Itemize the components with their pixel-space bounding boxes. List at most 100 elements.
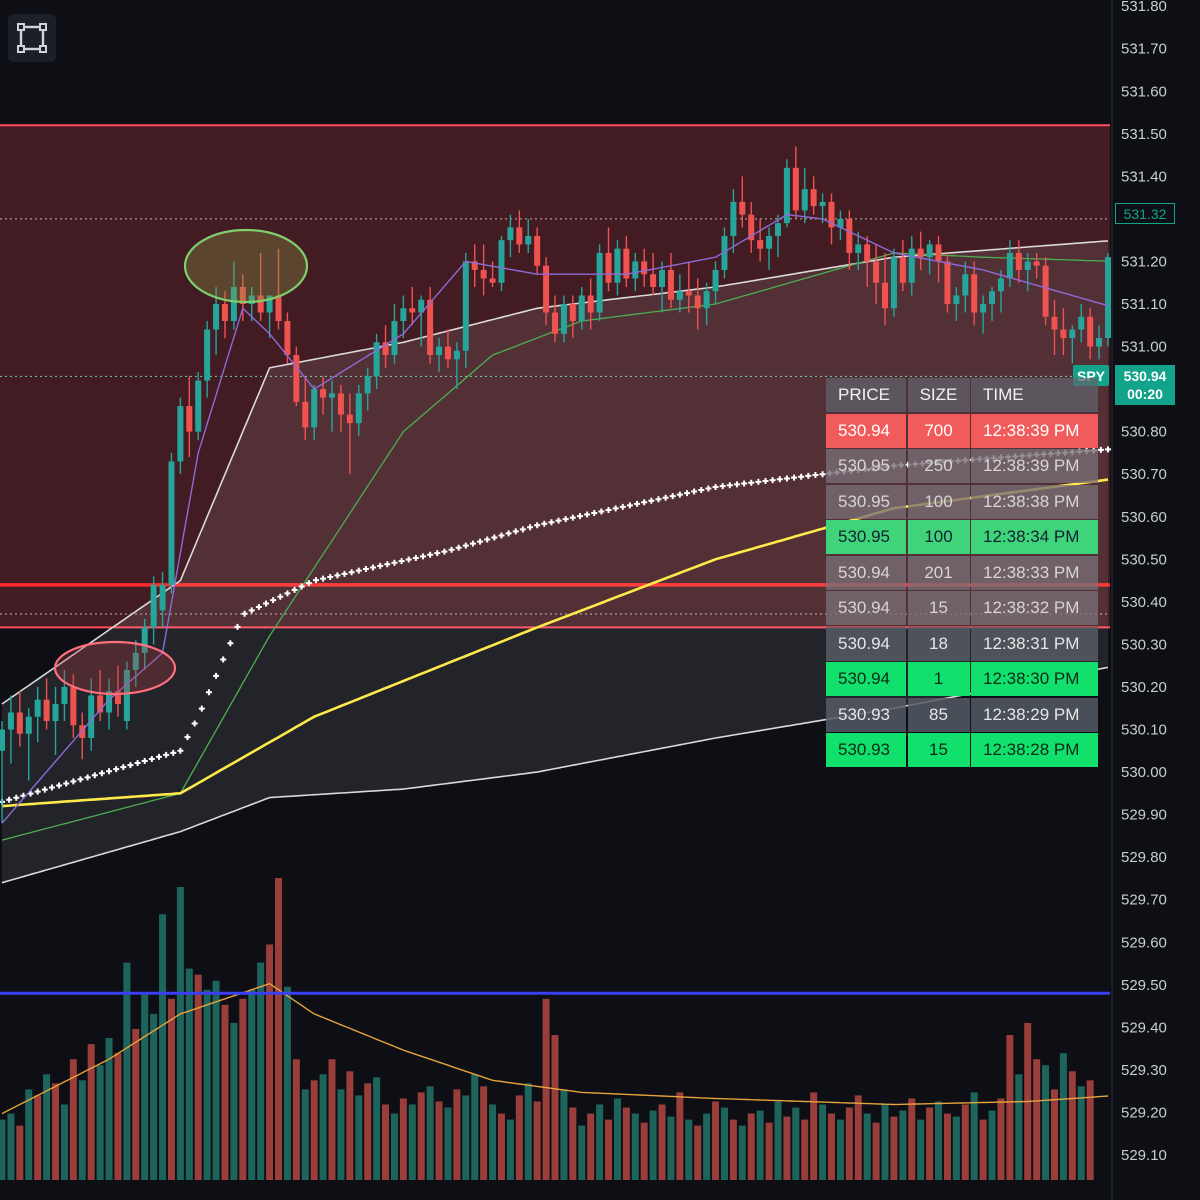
candle-body bbox=[543, 265, 550, 313]
volume-bar bbox=[310, 1080, 318, 1180]
trade-size: 18 bbox=[907, 626, 970, 661]
volume-bar bbox=[1077, 1086, 1085, 1180]
volume-bar bbox=[1042, 1065, 1050, 1180]
y-axis-label: 531.80 bbox=[1121, 0, 1167, 15]
trade-size: 15 bbox=[907, 733, 970, 767]
candle-body bbox=[882, 282, 889, 309]
trade-time: 12:38:29 PM bbox=[971, 697, 1098, 732]
y-axis-label: 530.20 bbox=[1121, 679, 1167, 696]
trade-size: 1 bbox=[907, 662, 970, 696]
candle-body bbox=[1015, 252, 1022, 270]
candle-body bbox=[792, 167, 799, 211]
dotted-vwap-marker bbox=[155, 753, 162, 760]
candle-body bbox=[703, 291, 710, 309]
candle-body bbox=[694, 295, 701, 309]
candle-body bbox=[507, 227, 514, 241]
dotted-vwap-marker bbox=[320, 575, 327, 582]
volume-bar bbox=[872, 1122, 880, 1180]
time-and-sales-row: 530.94 1 12:38:30 PM bbox=[826, 662, 1098, 696]
dotted-vwap-marker bbox=[462, 542, 469, 549]
dotted-vwap-marker bbox=[141, 757, 148, 764]
trade-price: 530.95 bbox=[826, 449, 906, 483]
dotted-vwap-marker bbox=[191, 720, 198, 727]
candle-body bbox=[88, 695, 95, 739]
candle-body bbox=[106, 691, 113, 713]
dotted-vwap-marker bbox=[534, 522, 541, 529]
candle-body bbox=[373, 342, 380, 377]
trade-size: 100 bbox=[907, 520, 970, 554]
volume-bar bbox=[703, 1113, 711, 1180]
candle-body bbox=[471, 261, 478, 270]
ema-fast-line bbox=[1, 213, 1109, 824]
volume-bar bbox=[1050, 1089, 1058, 1180]
y-axis-label: 531.60 bbox=[1121, 83, 1167, 100]
trade-price: 530.94 bbox=[826, 413, 906, 448]
volume-bar bbox=[114, 1053, 122, 1180]
dotted-vwap-marker bbox=[662, 494, 669, 501]
dotted-vwap-marker bbox=[776, 476, 783, 483]
volume-bar bbox=[283, 986, 291, 1180]
volume-bar bbox=[515, 1095, 523, 1180]
time-and-sales-row: 530.95 100 12:38:38 PM bbox=[826, 484, 1098, 519]
dotted-vwap-marker bbox=[619, 503, 626, 510]
candle-body bbox=[444, 346, 451, 360]
volume-bar bbox=[908, 1098, 916, 1180]
candle-body bbox=[721, 235, 728, 270]
candle-body bbox=[195, 380, 202, 432]
candle-body bbox=[632, 261, 639, 279]
candle-body bbox=[462, 261, 469, 351]
dotted-vwap-marker bbox=[270, 597, 277, 604]
volume-bar bbox=[578, 1125, 586, 1180]
dotted-vwap-marker bbox=[455, 544, 462, 551]
dotted-vwap-marker bbox=[384, 561, 391, 568]
dotted-vwap-marker bbox=[469, 540, 476, 547]
trade-size: 100 bbox=[907, 484, 970, 519]
volume-bar bbox=[78, 1080, 86, 1180]
trade-price: 530.95 bbox=[826, 520, 906, 554]
volume-bar bbox=[587, 1113, 595, 1180]
volume-bar bbox=[774, 1101, 782, 1180]
candle-body bbox=[52, 703, 59, 721]
candle-body bbox=[596, 252, 603, 313]
last-price-badge: 530.94 00:20 bbox=[1115, 365, 1175, 405]
candle-body bbox=[1096, 338, 1103, 347]
candle-body bbox=[248, 295, 255, 304]
dotted-vwap-marker bbox=[298, 583, 305, 590]
candle-body bbox=[819, 201, 826, 207]
volume-bar bbox=[685, 1119, 693, 1180]
candle-body bbox=[569, 304, 576, 322]
candle-body bbox=[266, 295, 273, 313]
y-axis-label: 529.50 bbox=[1121, 977, 1167, 994]
candle-body bbox=[685, 291, 692, 296]
header-price: PRICE bbox=[826, 378, 906, 412]
y-axis-label: 529.30 bbox=[1121, 1062, 1167, 1079]
rectangle-tool-button[interactable] bbox=[8, 14, 56, 62]
header-time: TIME bbox=[971, 378, 1098, 412]
volume-ma-line bbox=[1, 982, 1109, 1115]
candle-body bbox=[1078, 316, 1085, 330]
candle-body bbox=[186, 406, 193, 432]
volume-bar bbox=[935, 1101, 943, 1180]
volume-bar bbox=[569, 1107, 577, 1180]
candle-body bbox=[614, 248, 621, 283]
y-axis-label: 531.10 bbox=[1121, 296, 1167, 313]
volume-bar bbox=[783, 1116, 791, 1180]
volume-bar bbox=[765, 1122, 773, 1180]
candle-body bbox=[436, 346, 443, 356]
candle-body bbox=[783, 167, 790, 224]
candle-body bbox=[489, 278, 496, 283]
candle-body bbox=[1051, 316, 1058, 330]
dotted-vwap-marker bbox=[405, 556, 412, 563]
volume-bar bbox=[453, 1089, 461, 1180]
dotted-vwap-marker bbox=[626, 502, 633, 509]
dotted-vwap-marker bbox=[783, 475, 790, 482]
volume-bar bbox=[167, 998, 175, 1180]
dotted-vwap-marker bbox=[1097, 446, 1104, 453]
dotted-vwap-marker bbox=[27, 790, 34, 797]
volume-bar bbox=[480, 1086, 488, 1180]
dotted-vwap-marker bbox=[555, 517, 562, 524]
y-axis-label: 530.50 bbox=[1121, 551, 1167, 568]
candle-body bbox=[712, 269, 719, 292]
candle-body bbox=[659, 269, 666, 287]
